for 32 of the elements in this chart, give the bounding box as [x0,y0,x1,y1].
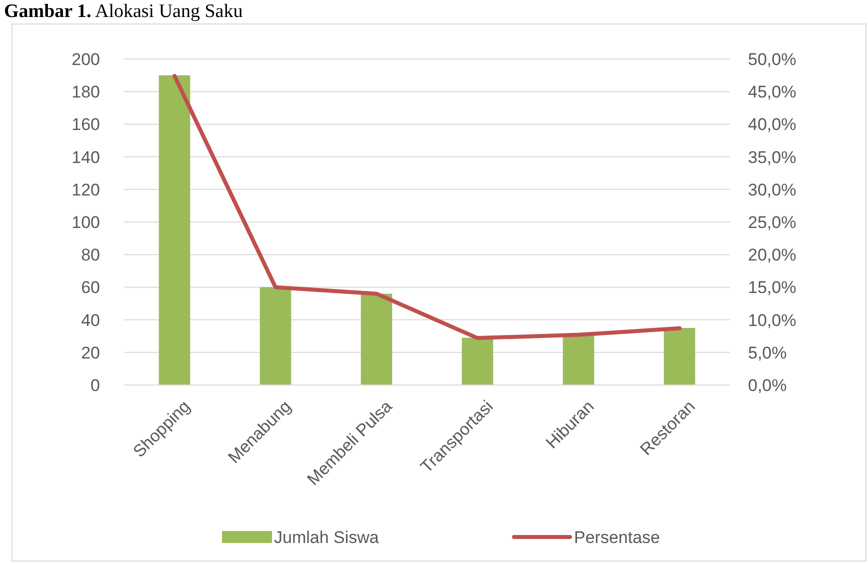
y-tick-label: 100 [72,212,100,232]
y2-tick-label: 10,0% [748,310,796,330]
y2-tick-label: 45,0% [748,82,796,102]
legend-label: Jumlah Siswa [274,528,380,547]
bar [360,294,392,385]
y-tick-label: 200 [72,50,100,69]
y2-tick-label: 40,0% [748,115,796,134]
y2-tick-label: 25,0% [748,212,796,232]
y-tick-label: 120 [72,180,100,200]
y-tick-label: 80 [81,246,100,265]
y-tick-label: 180 [72,82,100,102]
bar [158,75,190,385]
bar [562,334,594,385]
y2-tick-label: 5,0% [748,343,787,362]
y2-tick-label: 20,0% [748,246,796,265]
y-tick-label: 60 [81,278,100,298]
legend-label: Persentase [574,528,660,547]
y2-tick-label: 50,0% [748,50,796,69]
bar [260,287,292,385]
y-tick-label: 0 [90,376,100,395]
y-tick-label: 140 [72,148,100,167]
y2-tick-label: 30,0% [748,180,796,200]
bar [462,338,494,385]
y2-tick-label: 35,0% [748,148,796,167]
bar [664,328,696,385]
y2-tick-label: 0,0% [748,376,787,395]
chart-title: Gambar 1. Alokasi Uang Saku [4,1,244,22]
y-tick-label: 40 [81,310,100,330]
line-series [172,74,682,340]
y-tick-label: 20 [81,343,100,362]
y2-tick-label: 15,0% [748,278,796,298]
y-tick-label: 160 [72,115,100,134]
